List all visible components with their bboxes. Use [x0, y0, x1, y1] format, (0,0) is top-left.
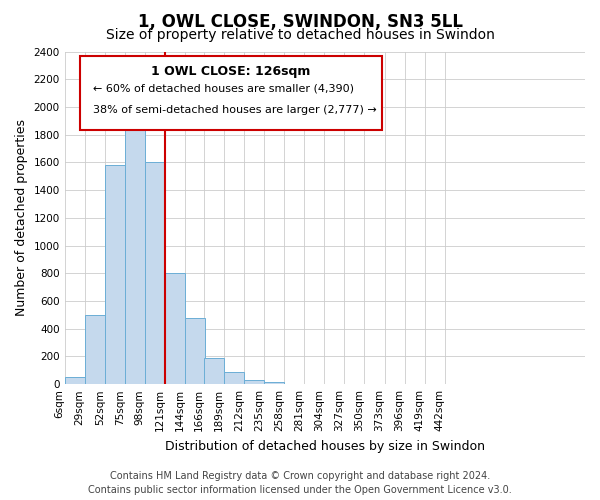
Bar — [224, 372, 244, 384]
Text: Contains HM Land Registry data © Crown copyright and database right 2024.
Contai: Contains HM Land Registry data © Crown c… — [88, 471, 512, 495]
Bar — [204, 358, 224, 384]
Text: 38% of semi-detached houses are larger (2,777) →: 38% of semi-detached houses are larger (… — [93, 104, 377, 115]
Bar — [244, 380, 264, 384]
Bar — [85, 315, 105, 384]
Bar — [125, 114, 145, 384]
Text: 1 OWL CLOSE: 126sqm: 1 OWL CLOSE: 126sqm — [151, 65, 311, 78]
X-axis label: Distribution of detached houses by size in Swindon: Distribution of detached houses by size … — [165, 440, 485, 452]
Bar — [105, 165, 125, 384]
Text: Size of property relative to detached houses in Swindon: Size of property relative to detached ho… — [106, 28, 494, 42]
FancyBboxPatch shape — [80, 56, 382, 130]
Text: ← 60% of detached houses are smaller (4,390): ← 60% of detached houses are smaller (4,… — [93, 83, 354, 93]
Bar — [65, 376, 85, 384]
Bar — [264, 382, 284, 384]
Bar — [185, 318, 205, 384]
Text: 1, OWL CLOSE, SWINDON, SN3 5LL: 1, OWL CLOSE, SWINDON, SN3 5LL — [137, 12, 463, 30]
Bar — [165, 274, 185, 384]
Bar — [145, 162, 165, 384]
Y-axis label: Number of detached properties: Number of detached properties — [15, 120, 28, 316]
